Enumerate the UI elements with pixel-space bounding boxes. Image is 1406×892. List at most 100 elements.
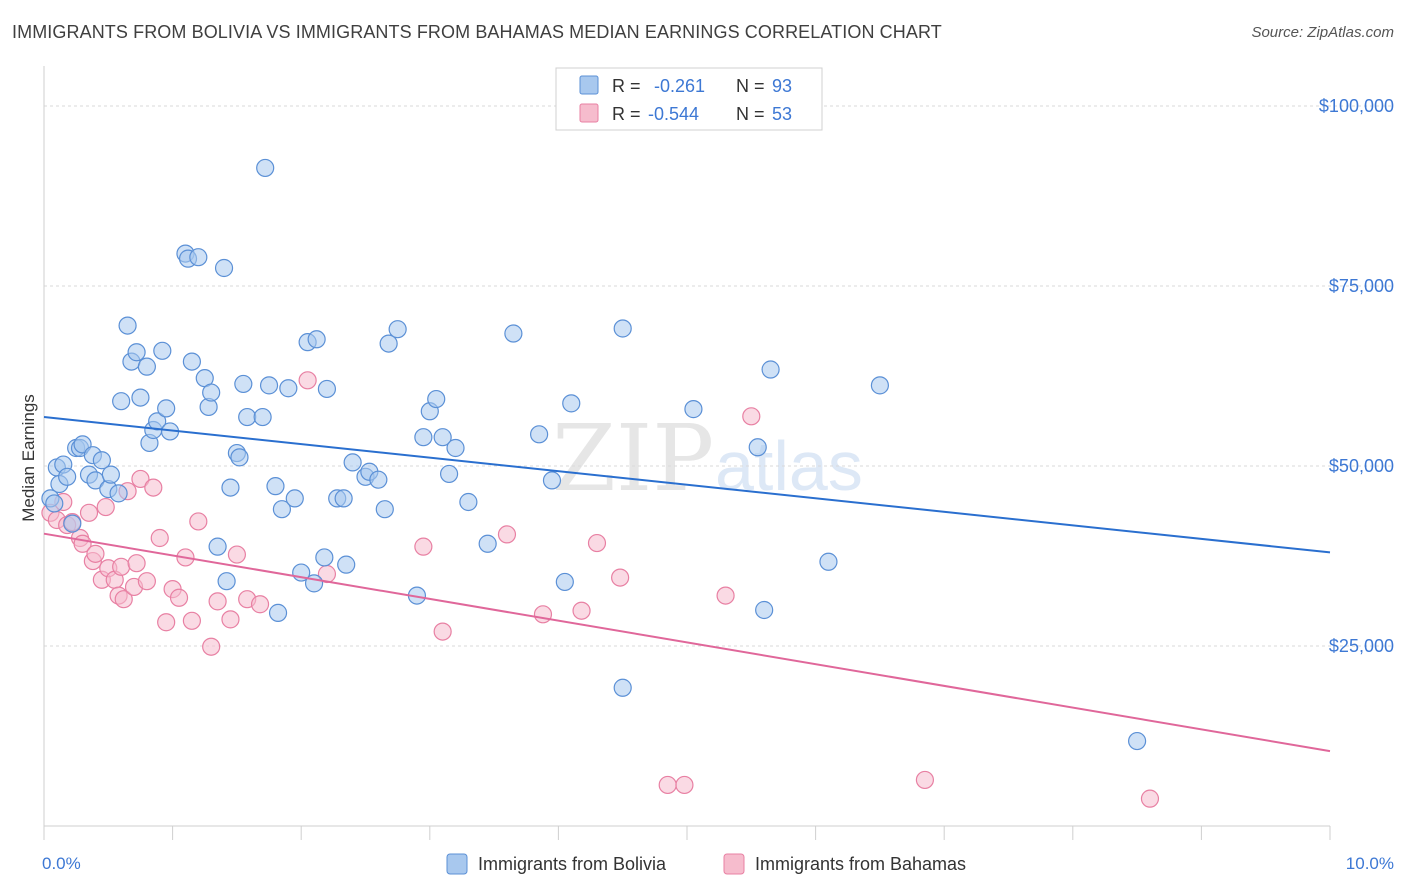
data-point	[755, 600, 774, 620]
bottom-legend-swatch-bolivia	[446, 853, 468, 875]
data-point	[238, 407, 257, 427]
data-point	[92, 451, 111, 470]
data-point	[144, 478, 163, 497]
data-point	[182, 611, 201, 630]
data-point	[112, 392, 131, 411]
data-point	[533, 605, 553, 624]
data-point	[157, 399, 176, 418]
data-point	[611, 568, 630, 587]
data-point	[253, 407, 272, 427]
data-point	[230, 448, 249, 467]
legend-r-value-2: -0.544	[648, 104, 699, 124]
data-point	[439, 464, 459, 484]
data-point	[315, 548, 334, 567]
stats-legend-box	[555, 67, 823, 131]
data-point	[150, 528, 169, 548]
data-point	[221, 478, 240, 497]
legend-swatch-bolivia	[579, 75, 599, 95]
data-point	[915, 770, 935, 790]
legend-n-label-1: N =	[736, 76, 765, 96]
y-tick-label: $25,000	[1329, 636, 1394, 656]
data-point	[587, 533, 607, 553]
data-point	[504, 324, 523, 343]
data-point	[1127, 731, 1147, 751]
axes	[43, 66, 1331, 840]
bottom-legend-label-bolivia: Immigrants from Bolivia	[478, 854, 667, 874]
data-point	[298, 371, 317, 390]
data-point	[369, 470, 388, 489]
legend-r-value-1: -0.261	[654, 76, 705, 96]
data-point	[259, 376, 279, 395]
chart-source: Source: ZipAtlas.com	[1251, 24, 1394, 41]
trend-lines	[43, 416, 1331, 753]
y-tick-labels: $100,000 $75,000 $50,000 $25,000	[1319, 96, 1394, 656]
data-point	[45, 494, 64, 513]
data-point	[227, 545, 246, 564]
data-point	[118, 316, 137, 335]
data-point	[388, 320, 407, 339]
data-point	[234, 374, 253, 394]
data-point	[555, 572, 574, 592]
data-point	[221, 610, 240, 629]
data-point	[870, 376, 890, 395]
data-point	[189, 512, 208, 531]
x-tick-label-left: 0.0%	[42, 854, 81, 873]
legend-n-value-2: 53	[772, 104, 792, 124]
data-point	[137, 357, 156, 376]
data-point	[716, 586, 735, 605]
data-point	[375, 500, 394, 519]
data-point	[334, 489, 353, 508]
data-point	[307, 330, 326, 349]
data-point	[748, 438, 767, 457]
data-point	[112, 557, 131, 576]
data-point	[337, 555, 356, 574]
y-axis-label: Median Earnings	[19, 394, 38, 522]
data-point	[266, 477, 285, 496]
legend-swatch-bahamas	[579, 103, 599, 123]
legend-r-label-1: R =	[612, 76, 641, 96]
data-point	[157, 613, 176, 632]
data-point	[153, 341, 172, 360]
data-point	[343, 453, 362, 472]
data-point	[433, 428, 452, 447]
data-point	[96, 497, 115, 517]
data-point	[217, 572, 236, 591]
data-point	[427, 389, 446, 409]
data-point	[131, 469, 150, 489]
data-point	[137, 572, 156, 591]
y-tick-label: $100,000	[1319, 96, 1394, 116]
data-point	[414, 428, 433, 447]
data-point	[58, 467, 77, 486]
trend-line-bahamas	[43, 532, 1331, 753]
data-point	[684, 400, 703, 419]
data-point	[658, 775, 677, 795]
series-bolivia	[41, 158, 1147, 751]
y-tick-label: $50,000	[1329, 456, 1394, 476]
data-point	[169, 588, 189, 607]
legend-r-label-2: R =	[612, 104, 641, 124]
data-point	[742, 407, 761, 426]
data-point	[497, 525, 517, 544]
data-point	[613, 319, 632, 338]
stats-legend: R = -0.261 N = 93 R = -0.544 N = 53	[555, 67, 823, 131]
y-tick-label: $75,000	[1329, 276, 1394, 296]
watermark-zip: ZIP	[552, 405, 714, 512]
data-point	[127, 343, 146, 362]
data-point	[208, 592, 227, 611]
data-point	[530, 425, 549, 444]
data-point	[214, 258, 234, 278]
data-point	[279, 379, 298, 398]
data-point	[761, 360, 780, 379]
series-legend: Immigrants from Bolivia Immigrants from …	[446, 853, 966, 875]
data-point	[250, 595, 270, 614]
legend-n-label-2: N =	[736, 104, 765, 124]
data-point	[562, 394, 581, 413]
data-point	[182, 352, 201, 371]
data-point	[675, 775, 694, 795]
chart-title: IMMIGRANTS FROM BOLIVIA VS IMMIGRANTS FR…	[12, 22, 942, 42]
data-point	[272, 500, 292, 519]
trend-line-bolivia	[43, 416, 1331, 554]
data-point	[459, 492, 478, 512]
data-point	[613, 678, 632, 697]
